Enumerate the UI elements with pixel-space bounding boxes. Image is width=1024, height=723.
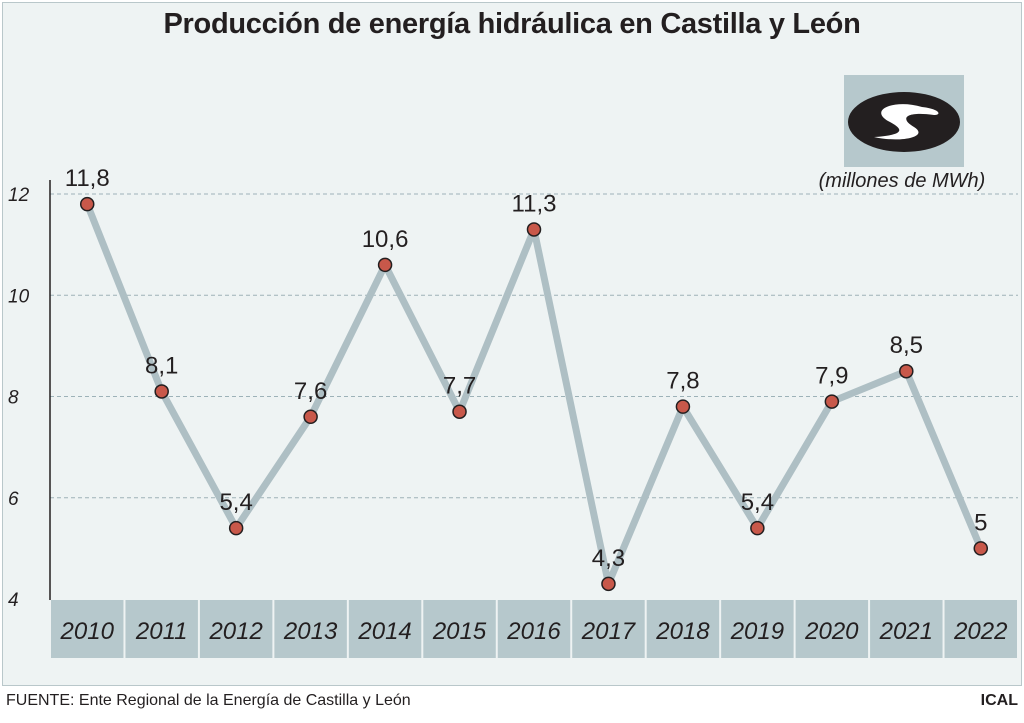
x-tick-label: 2018 bbox=[655, 618, 710, 645]
data-point bbox=[377, 257, 393, 273]
data-label: 10,6 bbox=[362, 226, 409, 253]
category-cell bbox=[51, 600, 124, 658]
y-tick-label: 6 bbox=[8, 489, 19, 510]
data-point bbox=[601, 576, 616, 592]
data-point bbox=[824, 394, 840, 409]
swirl-logo-icon bbox=[844, 75, 964, 167]
data-point bbox=[750, 520, 765, 536]
category-band: 2010 2011 2012 2013 2014 2015 2016 2017 2018 2019… bbox=[51, 600, 1017, 658]
data-point bbox=[303, 409, 318, 424]
x-tick-label: 2011 bbox=[135, 618, 188, 645]
category-cell bbox=[870, 600, 943, 658]
data-point bbox=[899, 363, 914, 379]
x-tick-label: 2016 bbox=[506, 618, 561, 645]
brand-mark: ICAL bbox=[980, 692, 1018, 709]
data-points bbox=[79, 196, 989, 592]
data-label: 5 bbox=[974, 509, 987, 536]
y-tick-label: 10 bbox=[8, 286, 30, 307]
data-labels: 11,8 8,1 5,4 7,6 10,6 7,7 11,3 4,3 7,8 5,4 7,9 8,5 5 bbox=[65, 165, 988, 572]
category-cell bbox=[423, 600, 496, 658]
source-note: FUENTE: Ente Regional de la Energía de C… bbox=[6, 692, 411, 709]
x-tick-label: 2020 bbox=[804, 618, 859, 645]
category-cell bbox=[199, 600, 273, 658]
data-label: 11,3 bbox=[512, 190, 557, 217]
category-cell bbox=[125, 600, 198, 658]
x-tick-label: 2010 bbox=[60, 618, 115, 645]
units-note: (millones de MWh) bbox=[818, 170, 986, 192]
data-label: 7,7 bbox=[443, 373, 476, 400]
data-label: 8,5 bbox=[890, 332, 923, 359]
x-tick-label: 2014 bbox=[357, 618, 411, 645]
line-chart: 2010 2011 2012 2013 2014 2015 2016 2017 2018 2019… bbox=[8, 165, 1018, 658]
x-tick-label: 2017 bbox=[581, 618, 637, 645]
data-label: 5,4 bbox=[741, 489, 774, 516]
data-label: 8,1 bbox=[145, 352, 178, 379]
data-point bbox=[154, 384, 169, 399]
category-cell bbox=[795, 600, 869, 658]
y-tick-label: 8 bbox=[8, 388, 19, 409]
data-label: 4,3 bbox=[592, 545, 625, 572]
data-point bbox=[228, 520, 244, 536]
series-line bbox=[83, 200, 985, 588]
category-cell bbox=[348, 600, 422, 658]
x-tick-label: 2019 bbox=[730, 618, 784, 645]
y-tick-label: 12 bbox=[8, 185, 30, 206]
data-label: 11,8 bbox=[65, 165, 110, 192]
chart-title: Producción de energía hidráulica en Cast… bbox=[163, 8, 861, 40]
x-tick-label: 2012 bbox=[208, 618, 262, 645]
x-tick-label: 2022 bbox=[953, 618, 1007, 645]
data-label: 7,6 bbox=[294, 378, 327, 405]
category-cell bbox=[572, 600, 645, 658]
data-label: 7,9 bbox=[815, 363, 848, 390]
data-point bbox=[973, 541, 989, 556]
y-axis: 4 6 8 10 12 bbox=[8, 180, 51, 611]
y-tick-label: 4 bbox=[8, 590, 19, 611]
category-cell bbox=[721, 600, 794, 658]
category-cell bbox=[274, 600, 347, 658]
category-cell bbox=[646, 600, 720, 658]
data-label: 7,8 bbox=[666, 368, 699, 395]
data-label: 5,4 bbox=[219, 489, 252, 516]
data-point bbox=[79, 196, 95, 212]
category-cell bbox=[944, 600, 1017, 658]
grid-lines bbox=[50, 193, 1018, 499]
x-tick-label: 2015 bbox=[432, 618, 487, 645]
data-point bbox=[675, 399, 691, 414]
data-point bbox=[452, 404, 467, 419]
series-line-group bbox=[83, 200, 985, 588]
category-cell bbox=[497, 600, 571, 658]
x-tick-label: 2013 bbox=[283, 618, 338, 645]
x-tick-label: 2021 bbox=[879, 618, 933, 645]
data-point bbox=[526, 222, 542, 237]
